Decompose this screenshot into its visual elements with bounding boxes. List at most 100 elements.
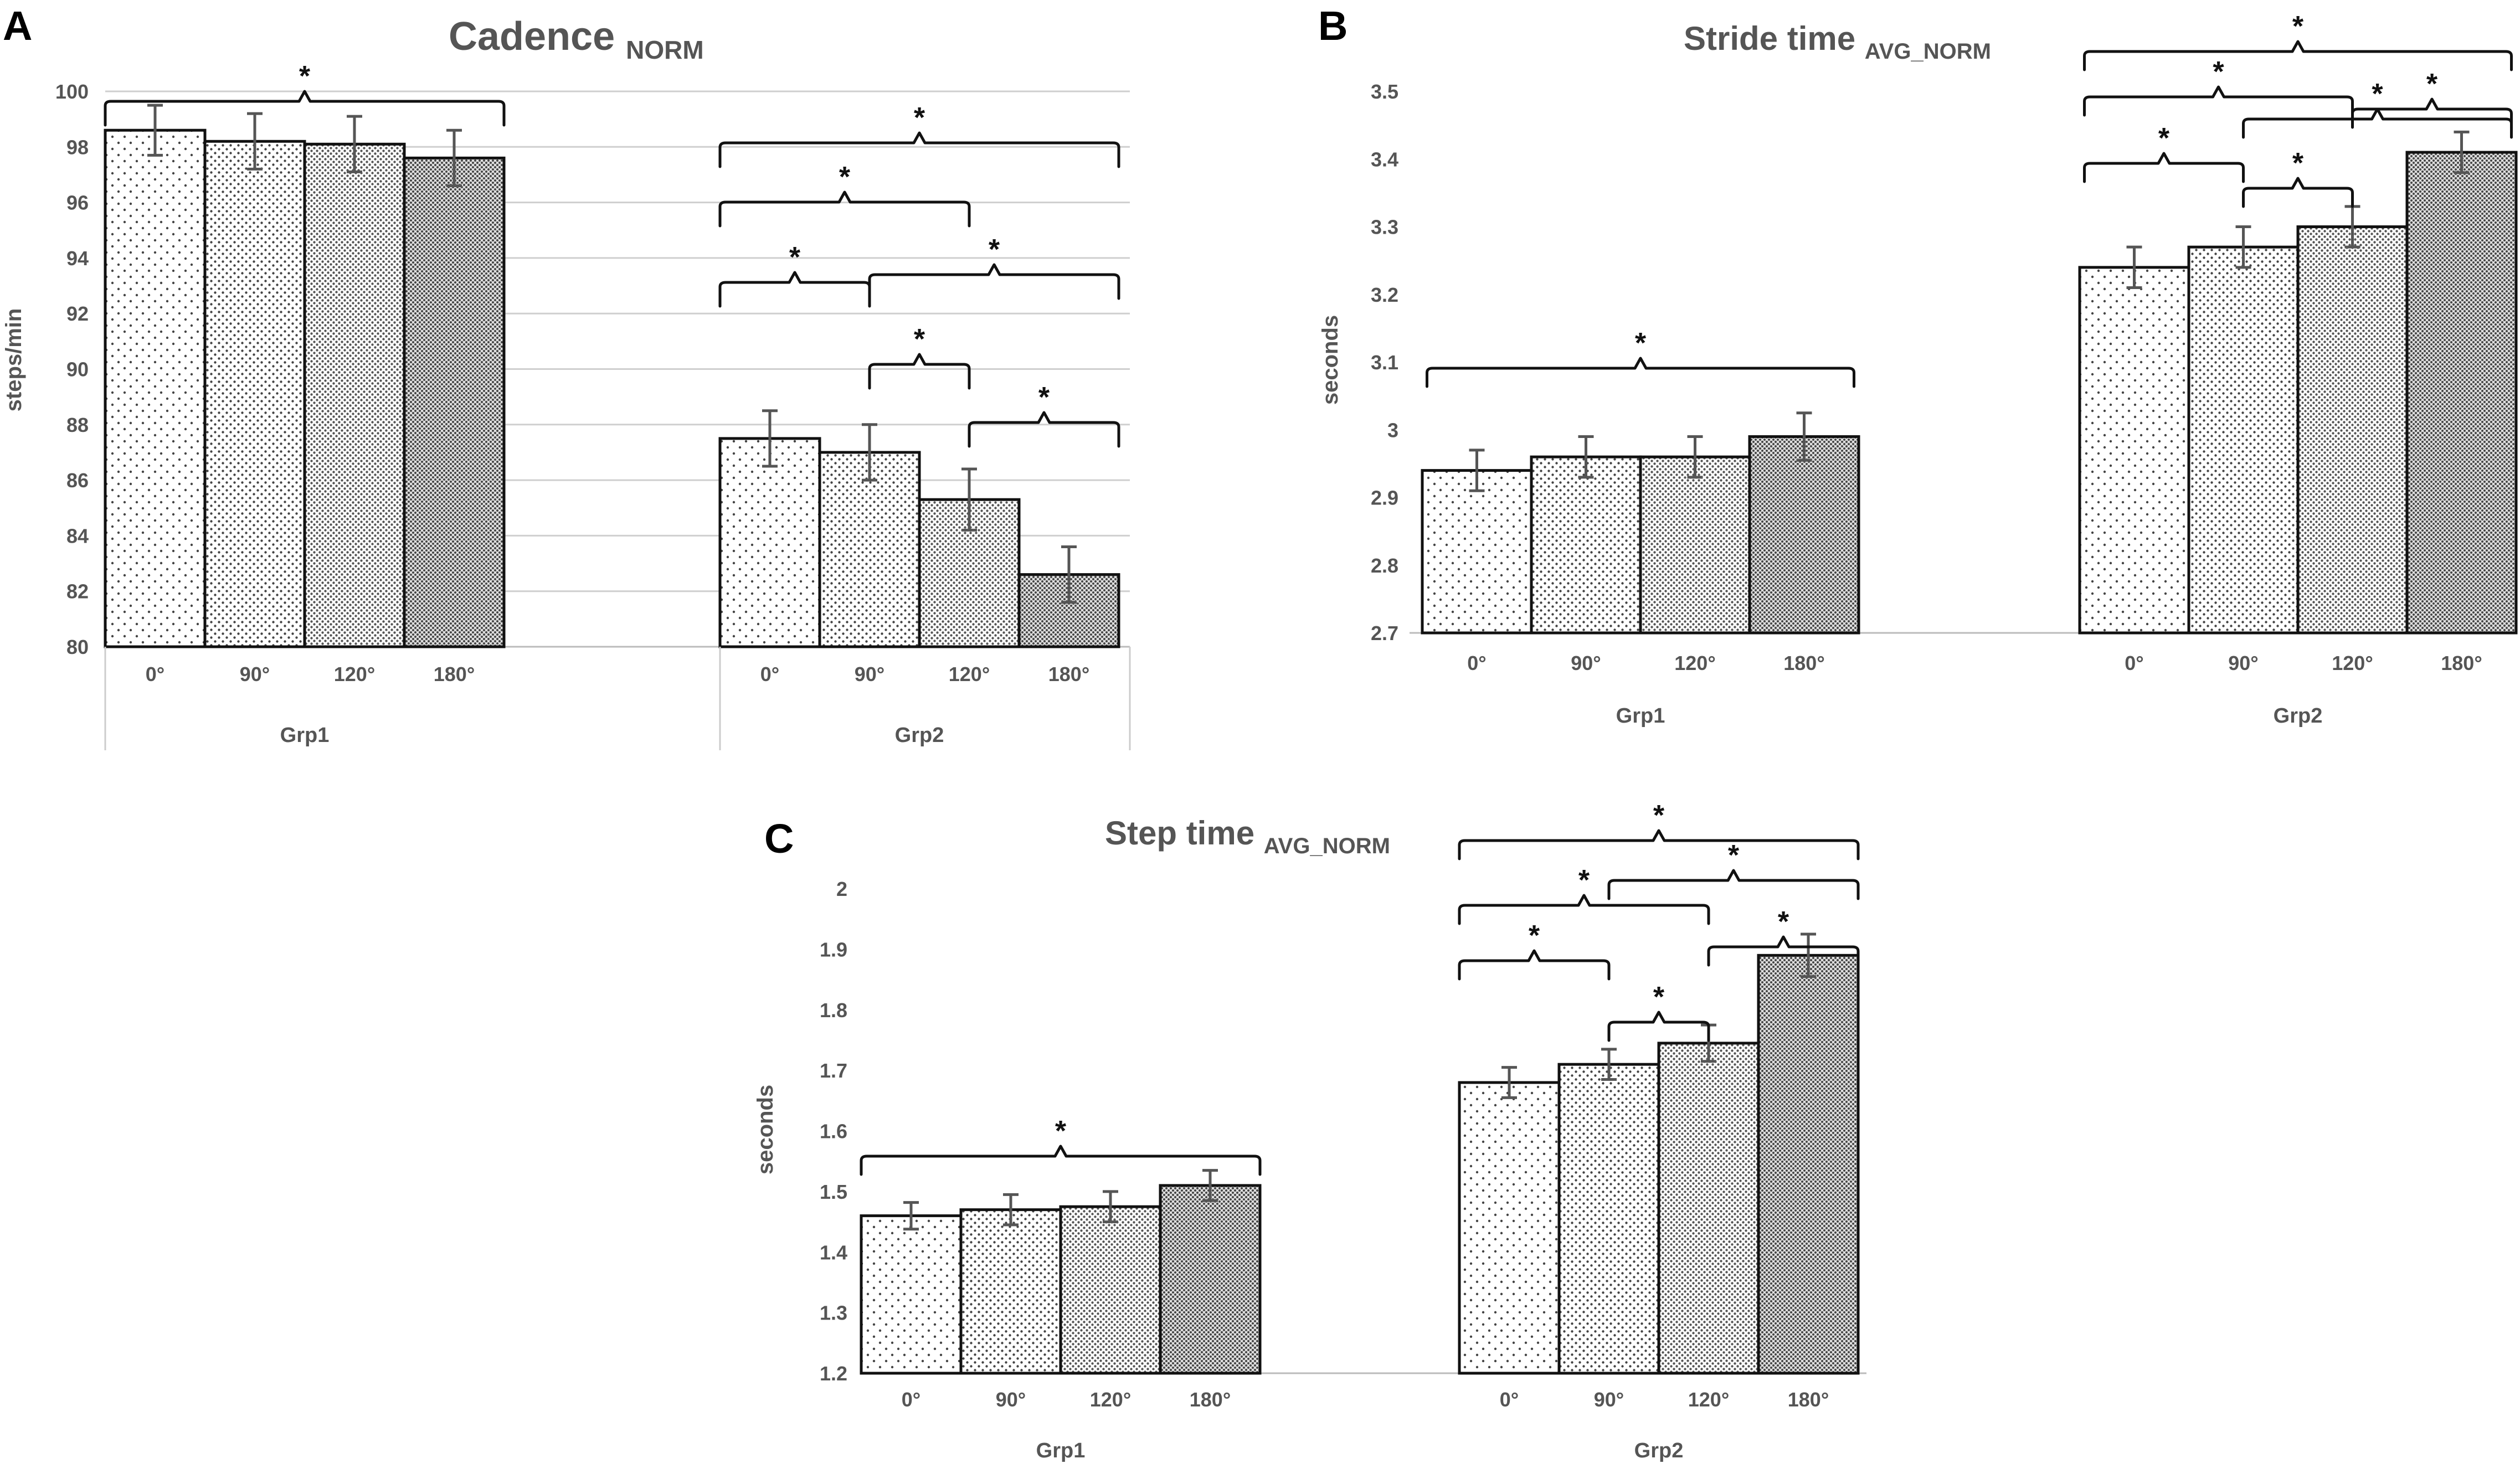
y-tick-label-a-8: 96 <box>66 192 89 214</box>
x-category-label-a-grp1-2: 120° <box>334 663 375 686</box>
significance-star-c-2: * <box>1578 864 1590 896</box>
significance-star-a-6: * <box>1038 382 1050 414</box>
significance-bracket-a-3 <box>718 271 871 308</box>
x-category-label-c-grp1-3: 180° <box>1190 1388 1231 1411</box>
y-tick-label-b-0: 2.7 <box>1371 622 1398 645</box>
x-category-label-c-grp1-2: 120° <box>1090 1388 1131 1411</box>
chart-title-c: Step time AVG_NORM <box>1105 815 1390 858</box>
error-bar-a-grp2-2 <box>961 467 977 532</box>
y-tick-label-a-9: 98 <box>66 136 89 158</box>
significance-star-b-5: * <box>2292 147 2304 179</box>
bar-a-grp1-0 <box>104 128 207 648</box>
significance-bracket-b-6 <box>2351 97 2513 129</box>
significance-bracket-a-1 <box>718 131 1120 168</box>
chart-title-subscript-c: AVG_NORM <box>1264 834 1390 858</box>
y-tick-label-b-5: 3.2 <box>1371 284 1398 306</box>
significance-star-a-2: * <box>839 161 851 193</box>
error-bar-b-grp1-0 <box>1469 449 1485 492</box>
chart-title-subscript-a: NORM <box>626 35 704 64</box>
x-axis-group-dividers-a <box>104 647 1131 750</box>
y-tick-label-c-8: 2 <box>836 878 847 900</box>
significance-bracket-c-3 <box>1458 949 1611 981</box>
bar-a-grp1-2 <box>303 142 406 648</box>
chart-title-subscript-b: AVG_NORM <box>1865 39 1991 64</box>
y-tick-label-b-3: 3 <box>1387 419 1398 441</box>
significance-bracket-c-2 <box>1458 894 1710 925</box>
bar-c-grp1-2 <box>1059 1205 1162 1375</box>
x-category-label-a-grp2-0: 0° <box>760 663 779 686</box>
panel-a-cadence-chart: A Cadence NORM steps/min 80 82 84 86 88 90 92 94 96… <box>2 3 1131 750</box>
significance-star-a-3: * <box>789 241 801 274</box>
bar-c-grp1-1 <box>959 1208 1062 1375</box>
significance-star-c-4: * <box>1728 839 1740 872</box>
significance-star-c-1: * <box>1653 800 1665 832</box>
bar-a-grp2-3 <box>1017 573 1120 648</box>
significance-star-a-0: * <box>299 60 311 92</box>
y-tick-label-c-0: 1.2 <box>820 1362 847 1385</box>
x-group-label-a-grp2: Grp2 <box>895 724 944 747</box>
x-category-label-a-grp1-3: 180° <box>434 663 475 686</box>
bar-b-grp2-2 <box>2296 225 2409 635</box>
x-category-label-b-grp2-0: 0° <box>2125 652 2143 674</box>
significance-bracket-a-0 <box>104 90 506 127</box>
y-tick-label-a-5: 90 <box>66 358 89 381</box>
x-category-label-b-grp1-0: 0° <box>1467 652 1486 674</box>
significance-star-b-6: * <box>2426 68 2438 100</box>
y-tick-label-b-2: 2.9 <box>1371 487 1398 509</box>
significance-bracket-b-2 <box>2083 85 2354 117</box>
y-tick-label-a-3: 86 <box>66 469 89 492</box>
error-bar-a-grp1-3 <box>446 128 462 188</box>
error-bar-a-grp2-0 <box>762 409 778 468</box>
x-group-label-c-grp2: Grp2 <box>1634 1439 1684 1462</box>
x-category-label-a-grp1-1: 90° <box>240 663 270 686</box>
significance-star-b-2: * <box>2213 56 2224 88</box>
y-tick-label-c-2: 1.4 <box>820 1241 847 1264</box>
chart-title-text-c: Step time <box>1105 815 1264 852</box>
bar-c-grp2-3 <box>1757 954 1860 1375</box>
x-category-label-a-grp2-3: 180° <box>1048 663 1089 686</box>
significance-bracket-c-1 <box>1458 829 1860 860</box>
y-tick-label-a-0: 80 <box>66 636 89 658</box>
significance-star-c-5: * <box>1653 981 1665 1013</box>
x-category-label-c-grp1-0: 0° <box>902 1388 920 1411</box>
significance-bracket-a-5 <box>868 353 971 390</box>
x-category-label-b-grp2-3: 180° <box>2441 652 2482 674</box>
significance-bracket-b-3 <box>2083 152 2245 183</box>
significance-bracket-b-5 <box>2242 177 2354 208</box>
x-category-label-b-grp1-3: 180° <box>1783 652 1824 674</box>
bar-b-grp2-0 <box>2078 266 2190 635</box>
significance-star-a-5: * <box>914 323 925 355</box>
error-bar-a-grp1-0 <box>147 104 163 157</box>
error-bar-b-grp1-2 <box>1687 435 1703 479</box>
significance-bracket-b-0 <box>1426 357 1855 388</box>
bar-b-grp1-3 <box>1748 435 1860 635</box>
x-category-label-b-grp2-1: 90° <box>2228 652 2258 674</box>
error-bar-b-grp2-1 <box>2235 225 2251 269</box>
bar-a-grp1-1 <box>203 140 306 648</box>
y-tick-label-b-6: 3.3 <box>1371 216 1398 239</box>
y-tick-label-b-4: 3.1 <box>1371 351 1398 374</box>
y-tick-label-c-7: 1.9 <box>820 938 847 961</box>
y-tick-label-b-8: 3.5 <box>1371 80 1398 103</box>
y-tick-label-a-10: 100 <box>55 80 89 103</box>
y-tick-label-c-3: 1.5 <box>820 1181 847 1203</box>
significance-bracket-a-2 <box>718 190 971 228</box>
x-group-label-c-grp1: Grp1 <box>1036 1439 1086 1462</box>
chart-title-text-b: Stride time <box>1684 20 1865 57</box>
error-bar-c-grp1-2 <box>1103 1190 1118 1224</box>
x-category-label-a-grp2-2: 120° <box>949 663 990 686</box>
x-category-label-b-grp2-2: 120° <box>2332 652 2373 674</box>
chart-title-text-a: Cadence <box>449 14 626 59</box>
chart-title-b: Stride time AVG_NORM <box>1684 20 1991 64</box>
error-bar-a-grp1-2 <box>347 115 362 173</box>
significance-bracket-a-6 <box>968 411 1120 448</box>
significance-bracket-c-5 <box>1607 1011 1710 1042</box>
error-bar-b-grp1-1 <box>1578 435 1594 479</box>
error-bar-a-grp2-1 <box>862 423 877 482</box>
x-category-label-b-grp1-2: 120° <box>1674 652 1715 674</box>
y-axis-label-b: seconds <box>1318 315 1343 405</box>
significance-star-c-6: * <box>1778 906 1789 938</box>
bar-a-grp2-1 <box>818 451 921 648</box>
